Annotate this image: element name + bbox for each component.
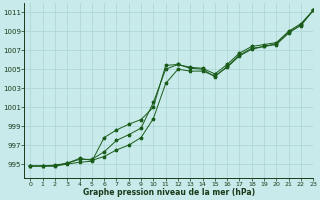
- X-axis label: Graphe pression niveau de la mer (hPa): Graphe pression niveau de la mer (hPa): [83, 188, 255, 197]
